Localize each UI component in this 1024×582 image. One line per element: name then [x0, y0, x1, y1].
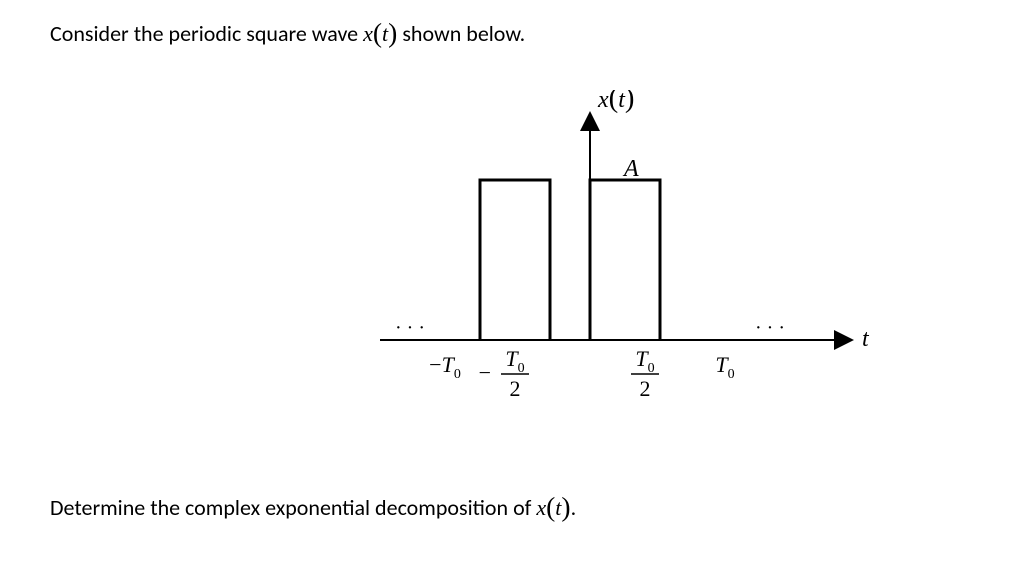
x-axis-label: t	[862, 326, 870, 352]
prompt-text: Consider the periodic square wave x(t) s…	[50, 16, 974, 48]
pulse-0	[480, 180, 550, 340]
ellipsis-1: · · ·	[755, 317, 785, 339]
prompt-func-var: x	[363, 21, 373, 46]
closing-text: Determine the complex exponential decomp…	[50, 490, 576, 522]
square-wave-diagram: x(t)At· · ·· · ·−T0−T02T02T0	[340, 90, 880, 455]
tick-num-1: T0	[505, 346, 524, 376]
closing-close-paren: )	[561, 491, 570, 522]
tick-label-0: −T0	[429, 352, 461, 382]
prompt-open-paren: (	[373, 17, 382, 48]
tick-num-2: T0	[635, 346, 654, 376]
ellipsis-0: · · ·	[395, 317, 425, 339]
diagram-svg: x(t)At· · ·· · ·−T0−T02T02T0	[340, 90, 880, 450]
closing-pre: Determine the complex exponential decomp…	[50, 494, 536, 521]
closing-post: .	[571, 494, 577, 521]
amplitude-label: A	[622, 156, 639, 182]
prompt-post: shown below.	[397, 20, 525, 47]
tick-den-1: 2	[510, 376, 521, 401]
pulse-1	[590, 180, 660, 340]
closing-open-paren: (	[546, 491, 555, 522]
prompt-pre: Consider the periodic square wave	[50, 20, 363, 47]
prompt-close-paren: )	[388, 17, 397, 48]
tick-den-2: 2	[640, 376, 651, 401]
tick-leading-1: −	[479, 360, 491, 385]
tick-label-3: T0	[715, 352, 734, 382]
closing-func-var: x	[536, 495, 546, 520]
y-axis-label: x(t)	[597, 90, 635, 114]
